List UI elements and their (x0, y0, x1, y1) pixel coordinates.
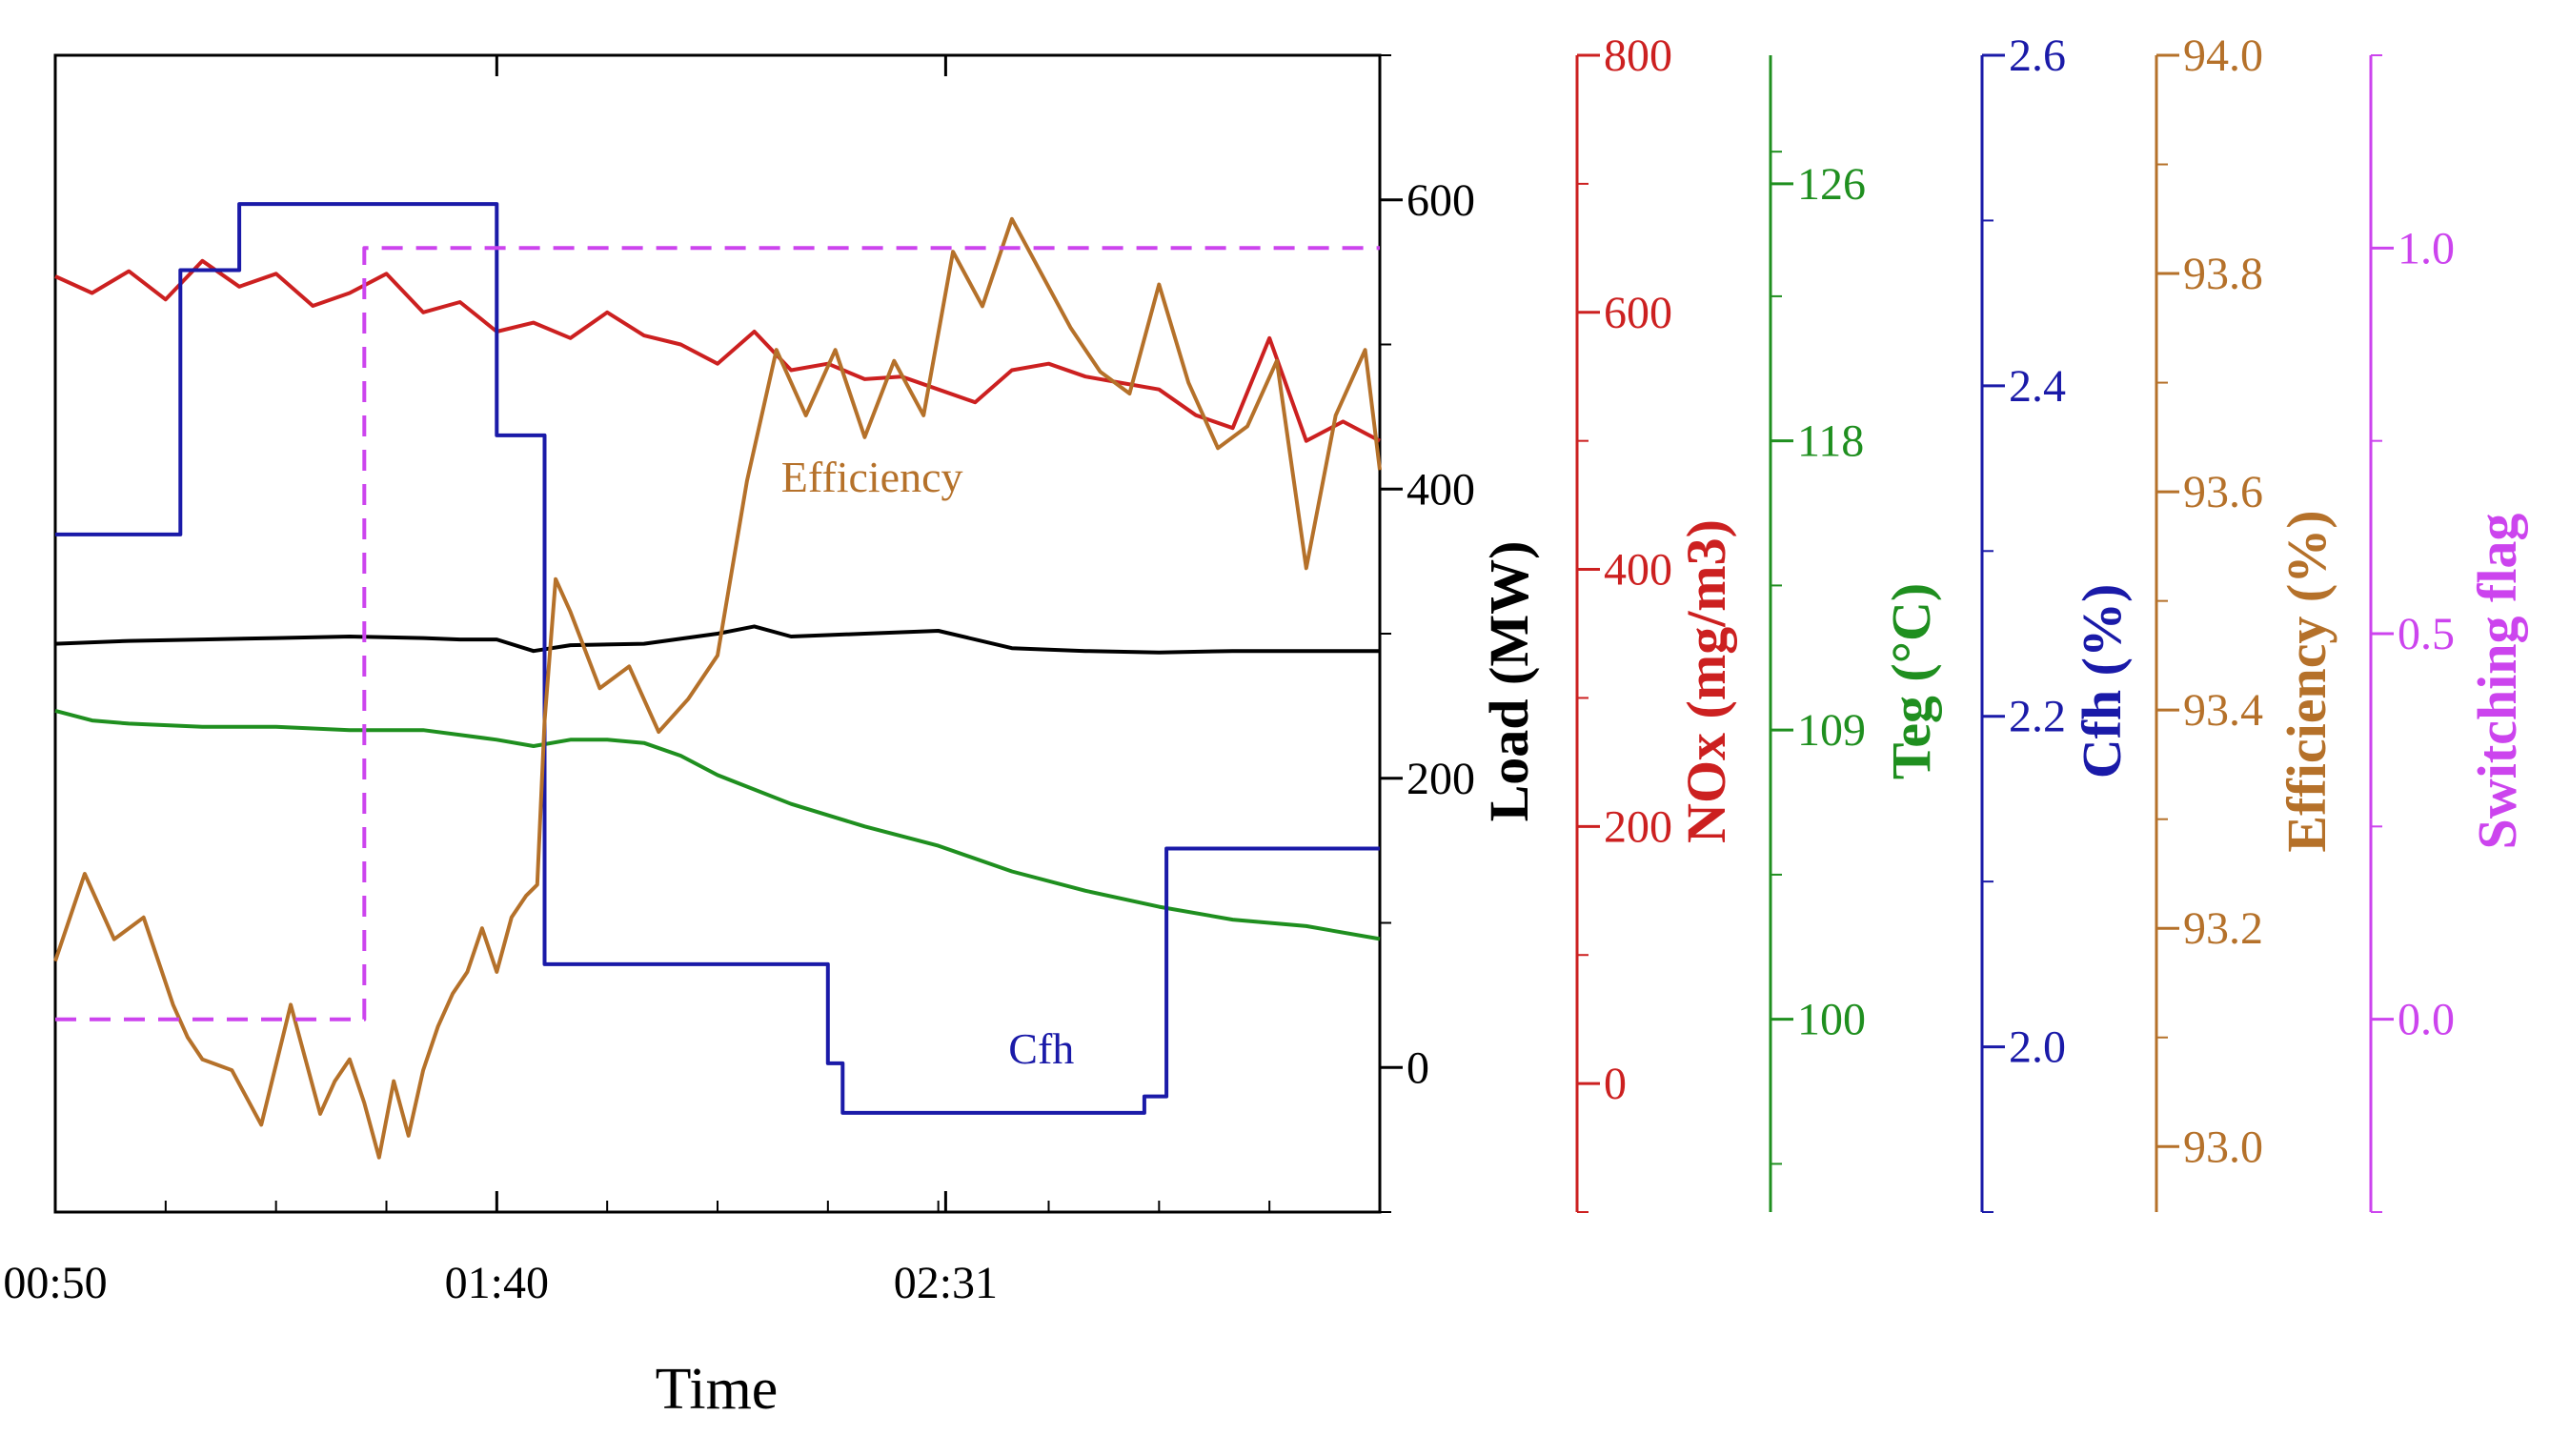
y-tick-label: 600 (1604, 288, 1672, 338)
y-tick-label: 118 (1797, 416, 1864, 467)
y-tick-label: 2.2 (2009, 692, 2066, 742)
y-tick-label: 800 (1604, 30, 1672, 81)
y-tick-label: 93.2 (2183, 903, 2263, 954)
y-tick-label: 2.0 (2009, 1022, 2066, 1073)
series-cfh (55, 202, 1380, 1115)
y-axis-title: Teg (°C) (1880, 583, 1942, 779)
y-tick-label: 600 (1406, 175, 1475, 226)
y-tick-label: 0.5 (2398, 609, 2455, 659)
y-tick-label: 93.0 (2183, 1122, 2263, 1172)
series-switching-flag (55, 246, 1380, 1021)
y-tick-label: 2.6 (2009, 30, 2066, 81)
series-teg (54, 708, 1381, 941)
y-axis-title: Cfh (%) (2071, 584, 2133, 779)
y-axis-title: Load (MW) (1478, 541, 1540, 822)
series-nox (54, 258, 1381, 443)
y-tick-label: 93.8 (2183, 249, 2263, 299)
y-tick-label: 400 (1604, 545, 1672, 596)
y-tick-label: 94.0 (2183, 30, 2263, 81)
annotation-efficiency: Efficiency (781, 453, 963, 501)
y-tick-label: 126 (1797, 159, 1866, 210)
y-axis-cfh: 2.0 2.2 2.4 2.6 Cfh (%) (1980, 30, 2133, 1213)
y-axis-title: Efficiency (%) (2276, 510, 2337, 852)
series-load (54, 624, 1380, 655)
y-axis-title: NOx (mg/m3) (1675, 519, 1737, 843)
y-tick-label: 200 (1604, 801, 1672, 852)
y-tick-label: 0.0 (2398, 995, 2455, 1045)
y-tick-label: 400 (1406, 464, 1475, 515)
y-axis-flag: 0.0 0.5 1.0 Switching flag (2369, 54, 2528, 1213)
y-tick-label: 0 (1604, 1059, 1627, 1109)
y-tick-label: 109 (1797, 705, 1866, 756)
y-tick-label: 2.4 (2009, 361, 2066, 412)
y-axis-eff: 93.0 93.2 93.4 93.6 93.8 94.0 Efficiency (%) (2155, 30, 2337, 1212)
y-axis-teg: 100 109 118 126 Teg (°C) (1769, 55, 1942, 1212)
x-axis-title: Time (656, 1357, 779, 1422)
series-layer: Efficiency Cfh (53, 202, 1382, 1160)
y-tick-label: 100 (1797, 995, 1866, 1045)
y-axis-load: 0 200 400 600 Load (MW) (1380, 54, 1540, 1213)
y-tick-label: 1.0 (2398, 223, 2455, 273)
x-tick-label: 00:50 (3, 1258, 107, 1308)
y-axis-title: Switching flag (2466, 514, 2528, 850)
y-tick-label: 0 (1406, 1042, 1429, 1093)
y-axis-nox: 0 200 400 600 800 NOx (mg/m3) (1575, 30, 1737, 1213)
annotation-cfh: Cfh (1008, 1024, 1074, 1073)
axes-layer: 00:50 01:40 02:31 0 200 400 600 Load (MW) 0 200 40… (3, 30, 2528, 1308)
y-tick-label: 200 (1406, 754, 1475, 804)
y-tick-label: 93.6 (2183, 467, 2263, 517)
x-tick-label: 02:31 (894, 1258, 998, 1308)
y-tick-label: 93.4 (2183, 685, 2263, 736)
series-efficiency (53, 216, 1382, 1160)
x-tick-label: 01:40 (445, 1258, 549, 1308)
